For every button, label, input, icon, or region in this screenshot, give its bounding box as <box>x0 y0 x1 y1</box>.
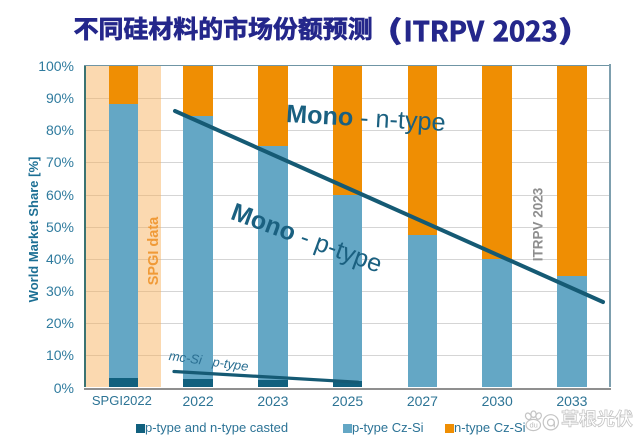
svg-text:du: du <box>530 421 538 430</box>
